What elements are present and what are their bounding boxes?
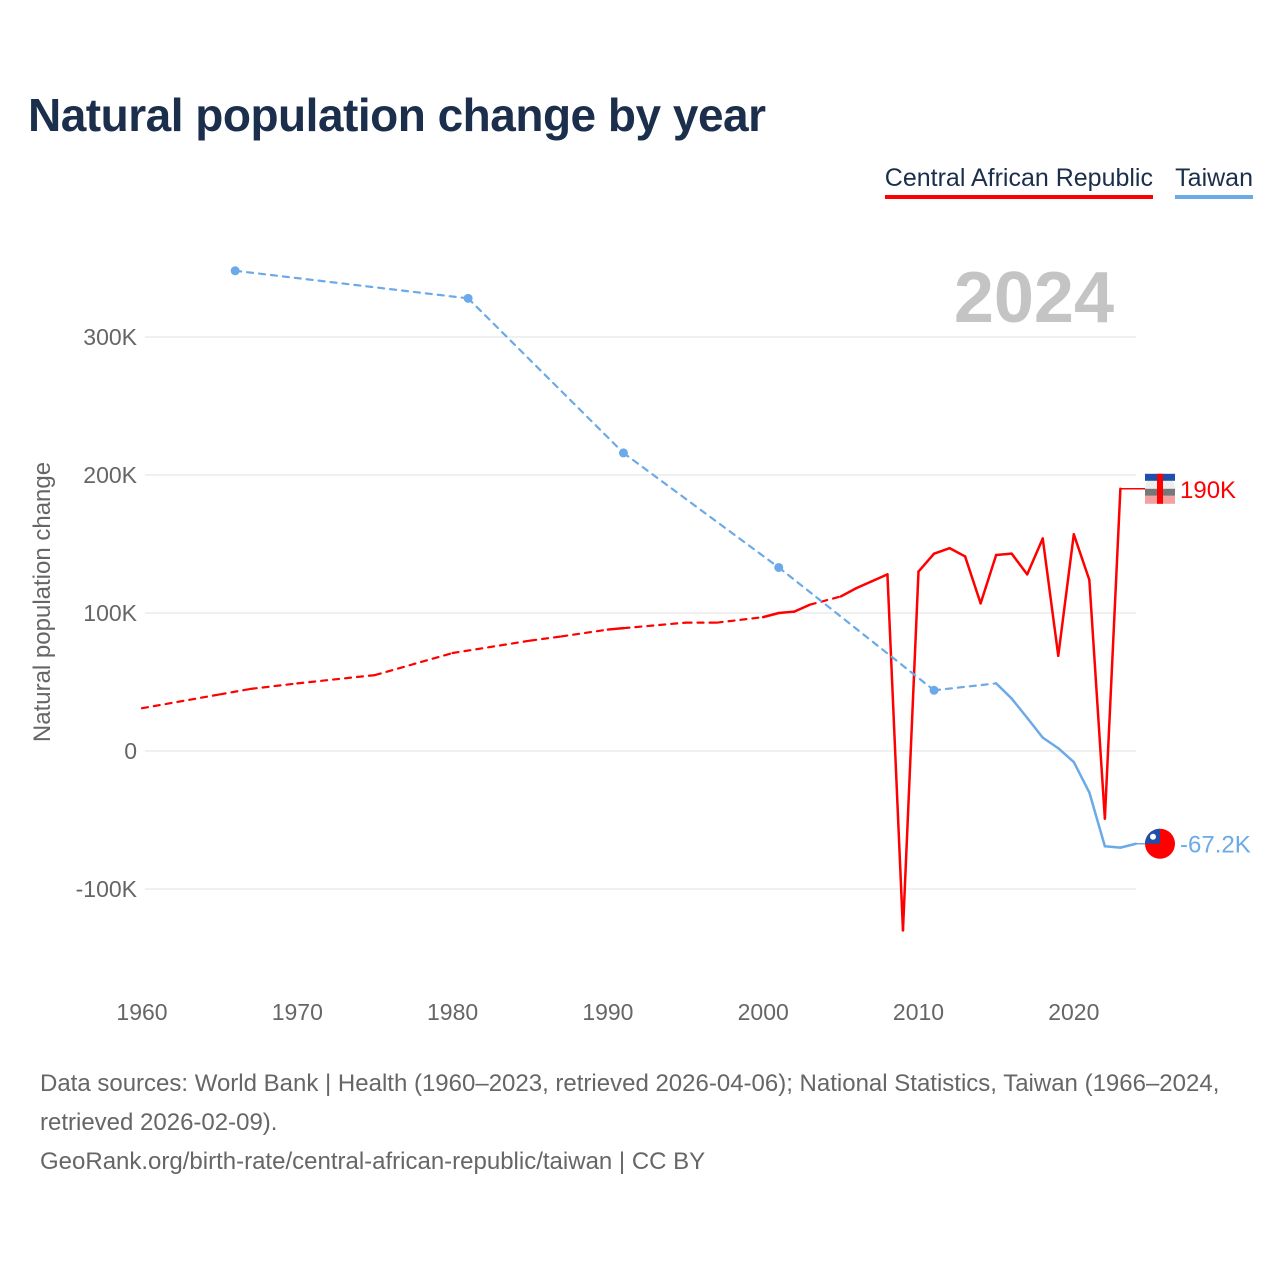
series-segment-taiwan (1010, 697, 1029, 720)
legend-item-central-african-republic[interactable]: Central African Republic (884, 164, 1153, 199)
y-tick-label: 0 (124, 738, 137, 764)
series-segment-taiwan (234, 269, 470, 300)
y-tick-label: 300K (83, 324, 137, 350)
series-segment-central-african-republic (839, 586, 858, 598)
chart-title: Natural population change by year (28, 89, 766, 141)
y-tick-label: -100K (76, 876, 138, 902)
x-tick-label: 1990 (582, 999, 633, 1025)
series-segment-central-african-republic (948, 546, 967, 558)
series-segment-central-african-republic (1041, 537, 1060, 658)
series-segment-taiwan (1103, 844, 1122, 849)
series-segment-central-african-republic (622, 621, 687, 630)
series-segment-central-african-republic (373, 651, 454, 677)
series-segment-central-african-republic (1088, 578, 1107, 820)
end-value-label-central-african-republic: 190K (1180, 477, 1236, 504)
series-segment-taiwan (1025, 716, 1044, 739)
data-point-taiwan (618, 448, 628, 458)
series-segment-central-african-republic (793, 603, 812, 613)
series-segment-central-african-republic (963, 555, 982, 605)
data-point-taiwan (929, 685, 939, 695)
source-link[interactable]: GeoRank.org/birth-rate/central-african-r… (40, 1148, 706, 1175)
series-segment-central-african-republic (932, 546, 951, 555)
series-segment-central-african-republic (917, 552, 936, 573)
end-value-label-taiwan: -67.2K (1180, 832, 1251, 859)
series-segment-taiwan (1088, 791, 1107, 848)
footer: Data sources: World Bank | Health (1960–… (40, 1064, 1250, 1181)
x-tick-label: 1980 (427, 999, 478, 1025)
series-segment-central-african-republic (855, 580, 874, 590)
data-point-taiwan (230, 266, 240, 276)
series-segment-central-african-republic (870, 573, 889, 583)
series-segment-taiwan (622, 451, 780, 569)
series-segment-central-african-republic (1072, 533, 1091, 582)
data-sources: Data sources: World Bank | Health (1960–… (40, 1070, 1220, 1136)
x-tick-label: 2010 (893, 999, 944, 1025)
series-segment-central-african-republic (560, 628, 610, 638)
series-segment-central-african-republic (249, 682, 299, 691)
x-tick-label: 1960 (116, 999, 167, 1025)
series-segment-taiwan (467, 297, 625, 455)
series-segment-central-african-republic (715, 616, 765, 624)
series-segment-central-african-republic (606, 626, 625, 631)
flag-icon-central-african-republic (1145, 473, 1175, 504)
series-segment-central-african-republic (761, 611, 780, 619)
series-segment-taiwan (1072, 760, 1091, 794)
flag-icon-taiwan (1145, 828, 1175, 859)
series-segment-central-african-republic (218, 687, 252, 696)
series-segment-central-african-republic (886, 573, 905, 932)
series-segment-central-african-republic (1057, 533, 1076, 658)
series-segment-central-african-republic (777, 610, 796, 615)
series-segment-taiwan (777, 566, 936, 692)
series-segment-central-african-republic (140, 693, 221, 710)
series-segment-central-african-republic (1010, 552, 1029, 576)
series-segment-taiwan (1057, 746, 1076, 764)
x-tick-label: 2020 (1048, 999, 1099, 1025)
series-segment-central-african-republic (1025, 537, 1044, 576)
series-segment-central-african-republic (1103, 487, 1122, 820)
series-segment-taiwan (932, 682, 998, 692)
y-tick-label: 200K (83, 462, 137, 488)
series-segment-central-african-republic (979, 553, 998, 605)
flag-sun (1150, 833, 1156, 840)
data-point-taiwan (774, 562, 784, 572)
series-segment-taiwan (1119, 842, 1138, 849)
series-segment-central-african-republic (994, 552, 1013, 557)
y-tick-label: 100K (83, 600, 137, 626)
line-chart: 2024 Natural population change -100K 0 100… (29, 258, 1251, 1025)
series-segment-central-african-republic (901, 570, 920, 932)
x-tick-label: 1970 (272, 999, 323, 1025)
y-axis-label: Natural population change (29, 462, 56, 742)
series-segment-central-african-republic (451, 639, 532, 655)
series-segment-taiwan (994, 682, 1013, 700)
series-segment-central-african-republic (296, 673, 377, 685)
series-segment-central-african-republic (808, 595, 842, 606)
x-tick-label: 2000 (738, 999, 789, 1025)
series-segment-central-african-republic (529, 635, 563, 642)
series-segment-taiwan (1041, 736, 1060, 750)
flag-stripe-red (1157, 473, 1163, 504)
legend-item-taiwan[interactable]: Taiwan (1175, 164, 1253, 199)
data-point-taiwan (463, 293, 473, 303)
year-overlay: 2024 (954, 258, 1114, 338)
